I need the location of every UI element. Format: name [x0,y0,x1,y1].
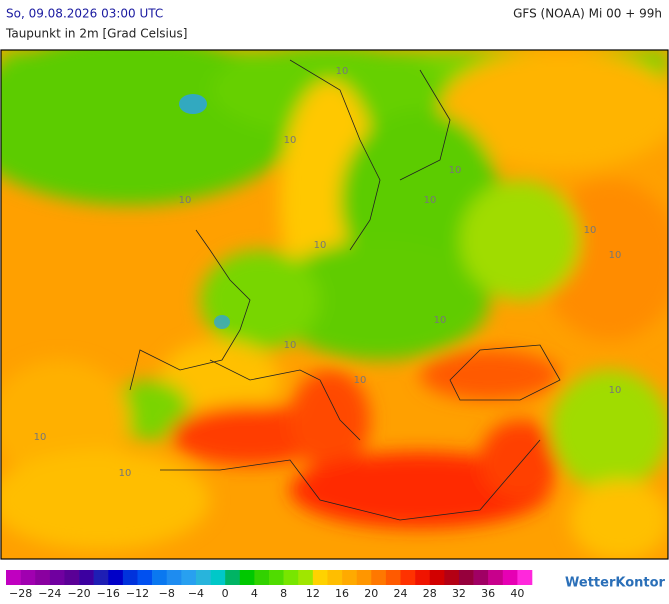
legend-swatch [35,570,51,585]
contour-label: 10 [434,315,447,326]
legend-swatch [327,570,343,585]
legend-swatch [181,570,197,585]
legend-swatch [400,570,416,585]
legend-swatch [298,570,314,585]
legend-swatch [225,570,241,585]
datetime: So, 09.08.2026 03:00 UTC [6,7,163,21]
contour-label: 10 [449,165,462,176]
legend-tick-label: −8 [159,587,175,600]
legend-swatch [210,570,226,585]
contour-label: 10 [609,385,622,396]
legend-tick-label: −28 [9,587,32,600]
legend-swatch [137,570,153,585]
legend-swatch [458,570,474,585]
legend-tick-label: 16 [335,587,349,600]
legend-swatch [195,570,211,585]
model-info: GFS (NOAA) Mi 00 + 99h [513,7,662,21]
map-frame [0,49,669,560]
contour-label: 10 [314,240,327,251]
legend-tick-label: 40 [510,587,524,600]
contour-label: 10 [424,195,437,206]
legend-swatch [371,570,387,585]
legend-swatch [122,570,138,585]
legend-swatch [356,570,372,585]
contour-label: 10 [609,250,622,261]
legend-swatch [312,570,328,585]
legend-tick-label: 12 [306,587,320,600]
legend-tick-label: 28 [423,587,437,600]
legend-tick-label: 20 [364,587,378,600]
map: 10 10 10 10 10 10 10 10 10 10 10 10 10 10 [1,50,668,559]
legend-tick-label: 32 [452,587,466,600]
legend-swatch [239,570,255,585]
legend-swatch [93,570,109,585]
subtitle: Taupunkt in 2m [Grad Celsius] [5,27,187,41]
legend-swatch [385,570,401,585]
contour-label: 10 [354,375,367,386]
legend: −28 −24 −20 −16 −12 −8 −4 0 4 8 12 16 20 24 28 32 36 40 [6,570,533,600]
legend-tick-label: −24 [38,587,61,600]
legend-swatch [473,570,489,585]
legend-swatch [79,570,94,585]
contour-label: 10 [336,66,349,77]
legend-swatch [254,570,270,585]
contour-label: 10 [284,340,297,351]
legend-swatch [49,570,65,585]
legend-swatch [283,570,299,585]
legend-swatch [166,570,182,585]
legend-swatch [342,570,357,585]
legend-swatch [444,570,460,585]
legend-tick-label: −16 [97,587,120,600]
legend-tick-label: 8 [280,587,287,600]
contour-label: 10 [179,195,192,206]
legend-swatch [429,570,445,585]
legend-tick-label: −20 [67,587,90,600]
legend-tick-label: 36 [481,587,495,600]
legend-tick-label: 4 [251,587,258,600]
legend-tick-label: 0 [222,587,229,600]
legend-swatch [502,570,518,585]
legend-tick-label: −12 [126,587,149,600]
contour-label: 10 [284,135,297,146]
contour-label: 10 [34,432,47,443]
legend-swatch [415,570,431,585]
legend-swatch [488,570,504,585]
legend-swatch [152,570,168,585]
legend-tick-label: 24 [394,587,408,600]
contour-label: 10 [119,468,132,479]
contour-label: 10 [584,225,597,236]
legend-swatch [64,570,80,585]
legend-swatch [6,570,21,585]
legend-tick-label: −4 [188,587,204,600]
logo: WetterKontor [565,576,666,591]
legend-swatch [269,570,284,585]
legend-swatch [20,570,36,585]
legend-swatch [108,570,124,585]
legend-swatch [517,570,533,585]
